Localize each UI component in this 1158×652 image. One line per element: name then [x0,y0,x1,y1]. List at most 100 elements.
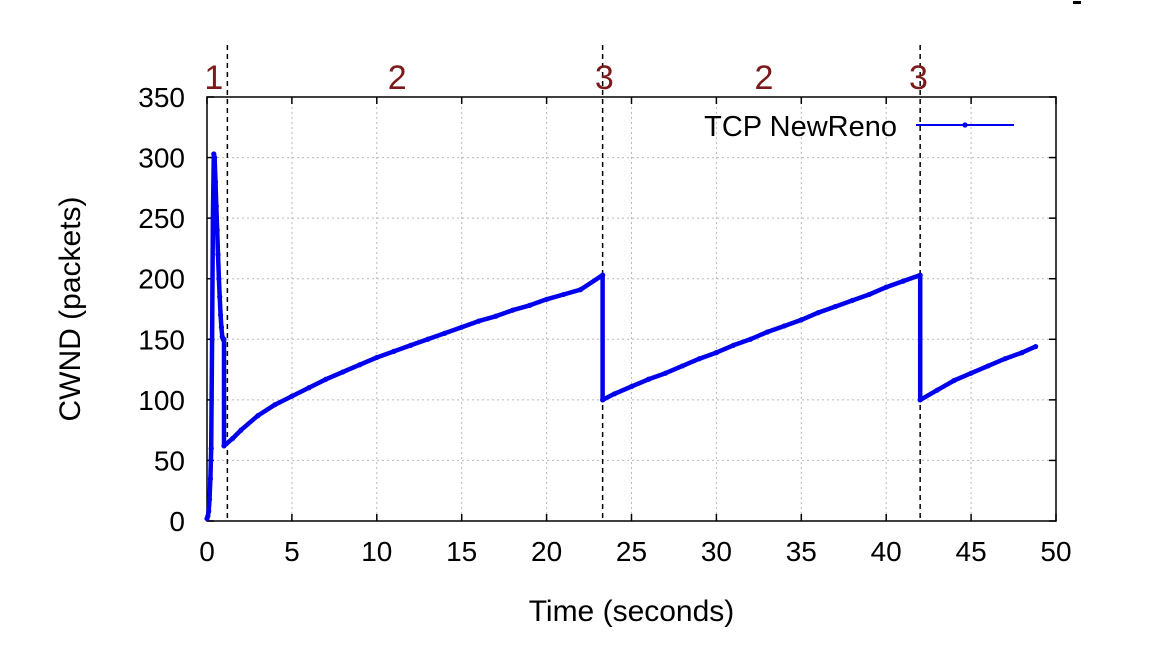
y-tick-label: 0 [169,506,185,537]
data-point [340,369,346,375]
axis-ticks: 0 5 10 15 20 25 30 35 40 45 50 0 50 100 150 200 250 300 35… [138,82,1071,567]
data-point [600,397,606,403]
data-point [900,278,906,284]
data-point [832,303,838,310]
series-line [204,151,1038,521]
data-point [951,377,957,384]
data-point [600,272,606,278]
data-point [510,307,516,313]
phase-label: 2 [754,59,773,97]
data-point [1002,356,1008,362]
data-point [323,376,329,382]
data-point [442,330,448,336]
data-point [214,227,220,233]
y-tick-label: 300 [138,143,185,174]
data-point [217,312,224,318]
data-point [798,317,804,323]
data-point [645,376,652,382]
data-point [205,513,211,519]
data-point [1033,343,1039,350]
data-point [216,276,222,282]
data-point [408,342,414,348]
data-point [213,203,219,209]
y-axis-title: CWND (packets) [54,196,87,421]
x-tick-label: 0 [199,536,215,567]
x-tick-label: 35 [786,536,817,567]
phase-label: 3 [595,59,614,97]
x-tick-label: 45 [956,536,987,567]
data-point [221,336,227,342]
corner-mark [1073,1,1081,4]
data-point [215,251,221,258]
y-tick-label: 150 [138,324,185,355]
data-point [212,154,218,161]
data-point [679,363,686,369]
phase-label: 3 [909,59,928,97]
data-point [849,297,855,304]
data-point [764,329,770,335]
data-point [459,324,465,330]
data-point [207,476,213,482]
y-tick-label: 200 [138,264,185,295]
series-layer [204,151,1039,522]
data-point [217,294,223,300]
data-point [289,393,295,399]
legend-marker [962,122,968,128]
data-point [374,354,380,361]
data-point [934,387,940,393]
x-tick-label: 50 [1040,536,1071,567]
data-point [628,383,635,390]
x-tick-label: 15 [446,536,477,567]
data-point [696,356,703,362]
data-point [1019,350,1025,356]
data-point [781,323,787,329]
data-point [212,179,219,185]
data-point [713,350,720,356]
phase-label: 2 [388,59,407,97]
y-tick-label: 350 [138,82,185,113]
data-point [968,370,974,376]
data-point [917,272,923,278]
x-axis-title: Time (seconds) [529,595,735,628]
data-point [357,362,363,368]
data-point [425,336,431,342]
data-point [218,324,225,330]
x-tick-label: 40 [871,536,902,567]
data-point [229,436,236,442]
data-point [747,336,753,342]
data-point [527,302,533,308]
data-point [917,397,923,403]
data-point [611,391,618,397]
data-point [206,508,212,514]
x-tick-label: 5 [284,536,300,567]
data-point [493,313,499,319]
data-point [272,402,278,408]
data-point [208,445,214,451]
data-point [238,427,244,433]
data-point [815,310,821,316]
data-point [476,318,482,324]
data-point [391,348,397,354]
data-point [662,370,669,376]
y-tick-label: 100 [138,385,185,416]
data-point [730,342,736,348]
grid [207,97,1056,521]
data-point [577,287,584,293]
data-point [560,291,567,298]
x-tick-label: 25 [616,536,647,567]
data-point [306,385,312,391]
x-tick-label: 30 [701,536,732,567]
data-point [544,296,550,302]
data-point [883,284,889,290]
legend-label: TCP NewReno [704,111,897,143]
data-point [210,215,216,221]
data-point [866,291,872,298]
data-point [206,496,213,502]
phase-labels: 1 2 3 2 3 [204,59,928,97]
y-tick-label: 50 [154,445,185,476]
x-tick-label: 20 [531,536,562,567]
data-point [221,443,227,449]
y-tick-label: 250 [138,203,185,234]
data-point [985,363,991,369]
